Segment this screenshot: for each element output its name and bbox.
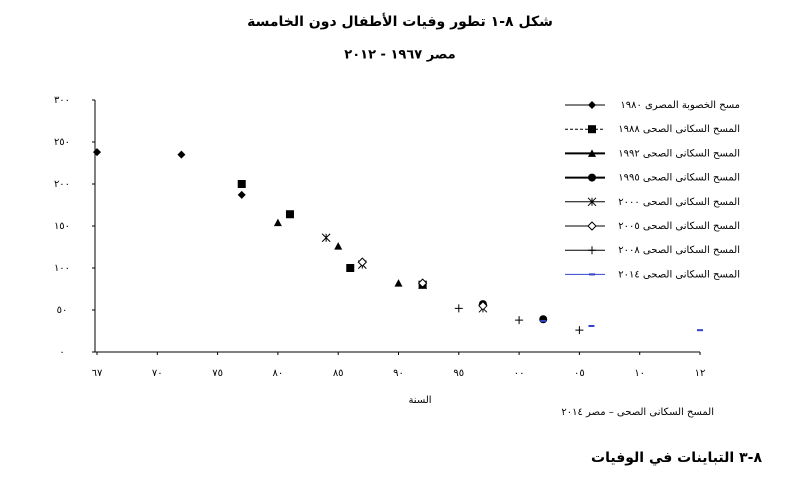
point	[454, 304, 463, 313]
chart-title: شكل ٨-١ تطور وفيات الأطفال دون الخامسة	[247, 13, 553, 30]
point	[540, 319, 547, 322]
point	[588, 149, 596, 157]
point	[273, 218, 282, 227]
y-tick-label: ٢٠٠	[54, 179, 70, 190]
point	[285, 210, 294, 219]
legend-label: المسح السكانى الصحى ١٩٨٨	[618, 124, 740, 135]
point	[515, 316, 524, 325]
point	[588, 246, 596, 255]
point	[321, 233, 331, 243]
x-tick-label: ٩٥	[453, 368, 464, 379]
point	[237, 180, 246, 188]
y-tick-label: ١٥٠	[54, 221, 70, 232]
x-tick-label: ٧٠	[152, 368, 163, 379]
chart-subtitle: مصر ١٩٦٧ - ٢٠١٢	[344, 48, 455, 63]
y-tick-label: ٥٠	[57, 305, 68, 316]
point	[417, 278, 428, 288]
y-tick-label: ٠	[59, 347, 64, 358]
point	[394, 279, 403, 287]
point	[588, 101, 596, 109]
point	[346, 264, 355, 272]
legend-label: المسح السكانى الصحى ١٩٩٥	[618, 173, 740, 184]
y-tick-label: ١٠٠	[54, 263, 70, 274]
source-note: المسح السكانى الصحى – مصر ٢٠١٤	[561, 407, 714, 418]
point	[478, 301, 488, 311]
point	[587, 221, 597, 231]
point	[237, 190, 246, 199]
y-tick-label: ٣٠٠	[54, 95, 70, 106]
x-tick-label: ٩٠	[393, 368, 404, 379]
point	[539, 315, 548, 324]
legend-label: المسح السكانى الصحى ١٩٩٢	[618, 148, 740, 159]
x-tick-label: ١٠	[634, 368, 645, 379]
point	[697, 329, 703, 332]
point	[93, 148, 101, 157]
x-tick-label: ٧٥	[212, 368, 223, 379]
x-tick-label: ١٢	[695, 368, 706, 379]
point	[588, 173, 596, 182]
x-tick-label: ٨٥	[333, 368, 344, 379]
x-axis-label: السنة	[408, 395, 431, 406]
point	[589, 273, 595, 276]
point	[587, 197, 597, 207]
legend-label: مسح الخصوبة المصرى ١٩٨٠	[620, 100, 740, 111]
legend-label: المسح السكانى الصحى ٢٠٠٥	[618, 221, 740, 232]
x-tick-label: ٠٥	[574, 368, 585, 379]
legend-label: المسح السكانى الصحى ٢٠١٤	[618, 269, 740, 280]
point	[357, 257, 368, 267]
legend-label: المسح السكانى الصحى ٢٠٠٠	[618, 197, 740, 208]
point	[588, 125, 596, 134]
legend-label: المسح السكانى الصحى ٢٠٠٨	[618, 245, 740, 256]
point	[177, 150, 186, 159]
point	[575, 326, 584, 335]
x-tick-label: ٦٧	[92, 368, 103, 379]
point	[334, 242, 343, 250]
point	[588, 324, 595, 327]
x-tick-label: ٠٠	[514, 368, 525, 379]
y-tick-label: ٢٥٠	[54, 137, 70, 148]
x-tick-label: ٨٠	[273, 368, 284, 379]
section-heading: ٨-٣ التباينات في الوفيات	[591, 450, 762, 466]
